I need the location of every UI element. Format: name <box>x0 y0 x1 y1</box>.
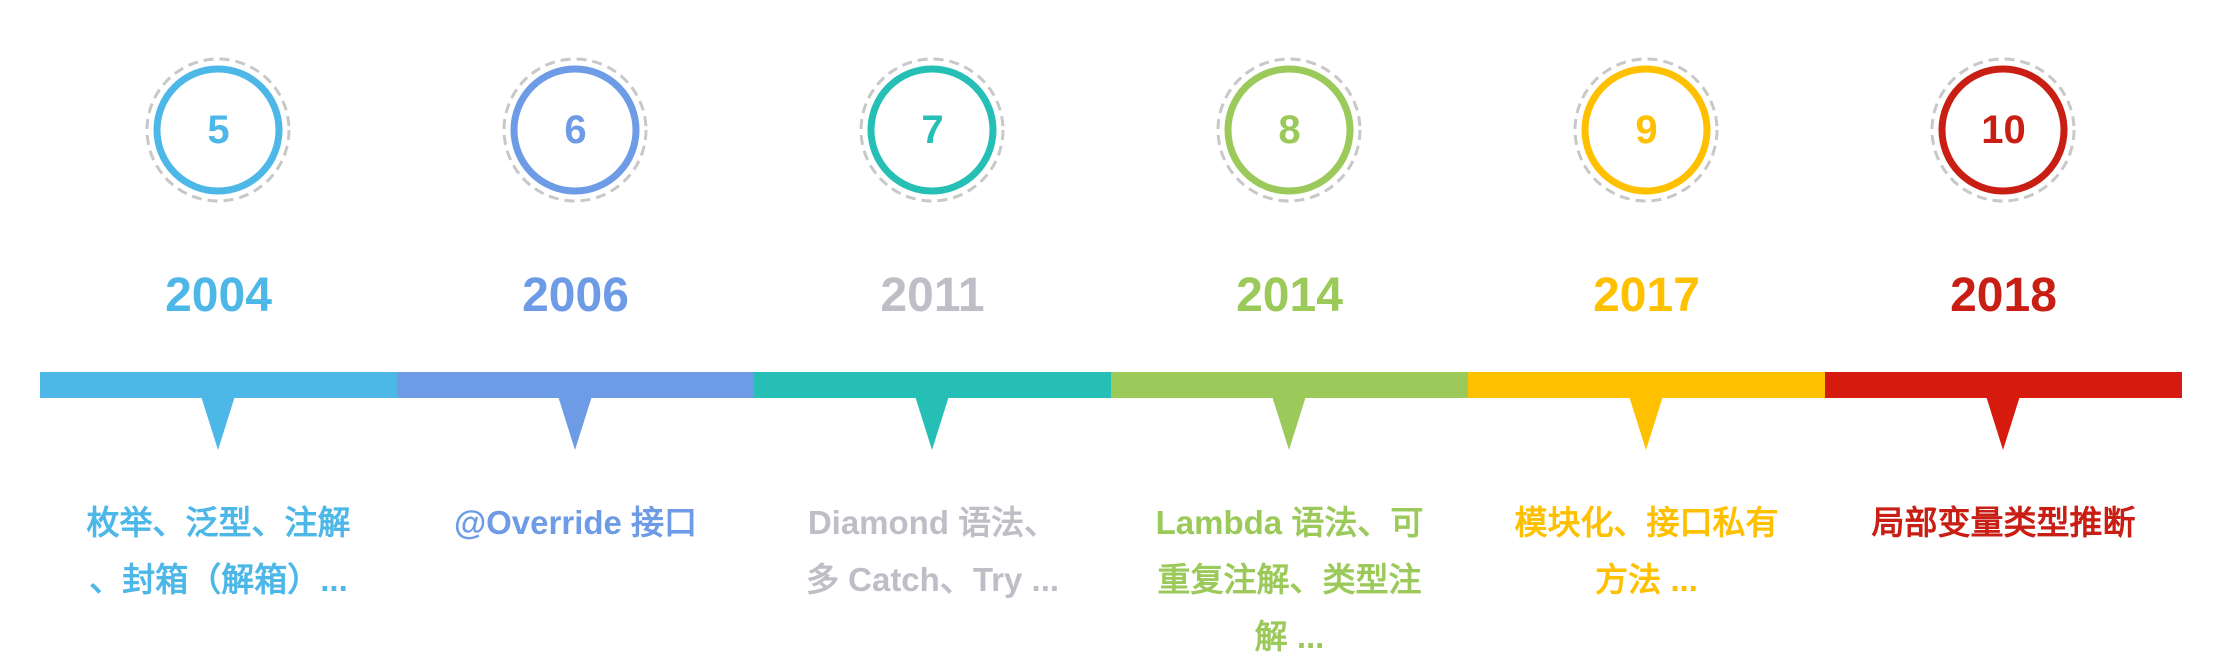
timeline-bar-segment <box>397 372 754 398</box>
milestone-java-10: 10 2018 局部变量类型推断 <box>1825 0 2182 662</box>
feature-line: 枚举、泛型、注解 <box>86 504 351 541</box>
feature-line: 多 Catch、Try ... <box>805 561 1060 598</box>
timeline-bar-segment <box>40 372 397 398</box>
dashed-ring <box>859 57 1005 203</box>
pointer-triangle <box>915 396 949 450</box>
version-circle-icon <box>1573 57 1719 203</box>
feature-description: 局部变量类型推断 <box>1825 494 2182 551</box>
solid-ring <box>153 65 283 195</box>
dashed-ring <box>1930 57 2076 203</box>
version-number: 8 <box>1278 108 1301 152</box>
version-number: 5 <box>207 108 230 152</box>
version-number: 10 <box>1981 108 2026 152</box>
milestone-java-6: 6 2006 @Override 接口 <box>397 0 754 662</box>
year-label: 2011 <box>880 269 985 322</box>
feature-line: 模块化、接口私有 <box>1514 504 1779 541</box>
feature-line: Lambda 语法、可 <box>1155 504 1424 541</box>
timeline-bar-segment <box>1468 372 1825 398</box>
timeline-bar-segment <box>1111 372 1468 398</box>
year-label: 2006 <box>522 269 629 322</box>
milestone-java-9: 9 2017 模块化、接口私有 方法 ... <box>1468 0 1825 662</box>
solid-ring <box>1224 65 1354 195</box>
year-label: 2014 <box>1236 269 1343 322</box>
feature-line: 局部变量类型推断 <box>1871 504 2136 541</box>
solid-ring <box>510 65 640 195</box>
year-label: 2004 <box>165 269 272 322</box>
feature-description: 枚举、泛型、注解 、封箱（解箱）... <box>40 494 397 608</box>
version-circle-icon <box>502 57 648 203</box>
feature-line: Diamond 语法、 <box>807 504 1058 541</box>
milestone-java-7: 7 2011 Diamond 语法、 多 Catch、Try ... <box>754 0 1111 662</box>
dashed-ring <box>145 57 291 203</box>
version-circle-icon <box>145 57 291 203</box>
milestone-java-5: 5 2004 枚举、泛型、注解 、封箱（解箱）... <box>40 0 397 662</box>
pointer-triangle <box>558 396 592 450</box>
version-circle-icon <box>859 57 1005 203</box>
feature-line: 方法 ... <box>1595 561 1698 598</box>
version-number: 7 <box>921 108 944 152</box>
timeline-bar-segment <box>1825 372 2182 398</box>
pointer-triangle <box>1629 396 1663 450</box>
pointer-triangle <box>201 396 235 450</box>
milestone-java-8: 8 2014 Lambda 语法、可 重复注解、类型注 解 ... <box>1111 0 1468 662</box>
year-label: 2018 <box>1950 269 2057 322</box>
solid-ring <box>1938 65 2068 195</box>
dashed-ring <box>502 57 648 203</box>
version-circle-icon <box>1216 57 1362 203</box>
feature-description: @Override 接口 <box>397 494 754 551</box>
feature-line: @Override 接口 <box>453 504 698 541</box>
dashed-ring <box>1573 57 1719 203</box>
feature-line: 重复注解、类型注 <box>1157 561 1422 598</box>
feature-description: Lambda 语法、可 重复注解、类型注 解 ... <box>1111 494 1468 665</box>
timeline-bar-segment <box>754 372 1111 398</box>
year-label: 2017 <box>1593 269 1700 322</box>
pointer-triangle <box>1986 396 2020 450</box>
version-number: 9 <box>1635 108 1658 152</box>
feature-description: 模块化、接口私有 方法 ... <box>1468 494 1825 608</box>
feature-line: 、封箱（解箱）... <box>89 561 348 598</box>
dashed-ring <box>1216 57 1362 203</box>
feature-line: 解 ... <box>1254 618 1325 655</box>
solid-ring <box>1581 65 1711 195</box>
version-circle-icon <box>1930 57 2076 203</box>
solid-ring <box>867 65 997 195</box>
pointer-triangle <box>1272 396 1306 450</box>
feature-description: Diamond 语法、 多 Catch、Try ... <box>754 494 1111 608</box>
version-number: 6 <box>564 108 587 152</box>
